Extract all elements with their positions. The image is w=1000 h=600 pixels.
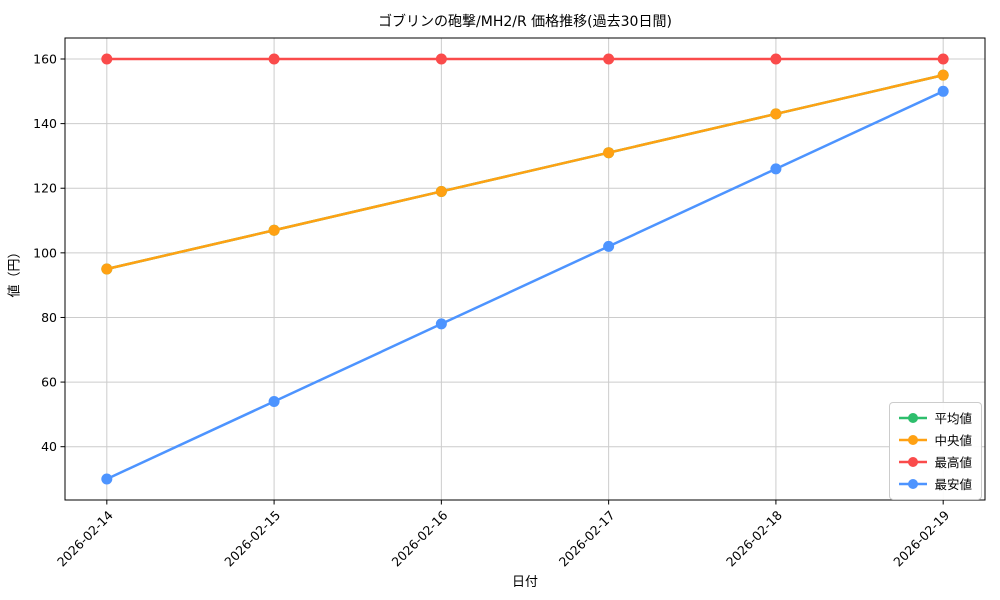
data-point-lowest: [603, 240, 615, 252]
x-tick-label: 2026-02-15: [221, 508, 283, 570]
legend-marker-lowest: [899, 478, 928, 489]
data-point-median: [268, 224, 280, 236]
y-tick-label: 140: [33, 116, 57, 131]
data-point-median: [435, 185, 447, 197]
chart-title: ゴブリンの砲撃/MH2/R 価格推移(過去30日間): [378, 14, 672, 30]
series-line-median: [106, 73, 944, 271]
data-point-median: [603, 147, 615, 159]
y-tick-label: 120: [33, 181, 57, 196]
legend-label-average: 平均値: [934, 411, 972, 426]
data-point-highest: [435, 53, 447, 65]
legend-item-lowest: 最安値: [898, 474, 972, 493]
data-point-lowest: [937, 85, 949, 97]
data-point-median: [101, 263, 113, 275]
legend-label-lowest: 最安値: [934, 477, 972, 492]
legend-marker-average: [899, 412, 928, 423]
data-point-median: [770, 108, 782, 120]
data-point-highest: [937, 53, 949, 65]
data-point-lowest: [770, 163, 782, 175]
legend-marker-median: [899, 434, 928, 445]
x-tick-label: 2026-02-14: [54, 507, 116, 569]
data-point-highest: [268, 53, 280, 65]
y-tick-label: 100: [33, 245, 57, 260]
x-axis-label: 日付: [511, 575, 538, 590]
y-tick-label: 160: [33, 52, 57, 67]
x-tick-label: 2026-02-17: [556, 508, 618, 570]
y-tick-label: 60: [41, 375, 57, 390]
legend-label-median: 中央値: [934, 433, 972, 448]
x-tick-label: 2026-02-16: [389, 507, 451, 569]
legend-item-average: 平均値: [898, 408, 972, 427]
x-tick-label: 2026-02-18: [723, 507, 785, 569]
series-line-lowest: [106, 90, 944, 481]
data-point-lowest: [268, 395, 280, 407]
legend: 平均値中央値最高値最安値: [889, 402, 982, 500]
legend-marker-highest: [899, 456, 928, 467]
y-tick-label: 40: [41, 439, 57, 454]
data-point-highest: [603, 53, 615, 65]
data-point-highest: [101, 53, 113, 65]
y-tick-label: 80: [41, 310, 57, 325]
data-point-median: [937, 69, 949, 81]
x-tick-label: 2026-02-19: [890, 507, 952, 569]
plot-border: [64, 37, 986, 501]
data-point-highest: [770, 53, 782, 65]
legend-label-highest: 最高値: [934, 455, 972, 470]
legend-item-median: 中央値: [898, 430, 972, 449]
legend-item-highest: 最高値: [898, 452, 972, 471]
data-point-lowest: [435, 318, 447, 330]
y-axis-label: 値（円）: [7, 245, 23, 298]
data-point-lowest: [101, 473, 113, 485]
